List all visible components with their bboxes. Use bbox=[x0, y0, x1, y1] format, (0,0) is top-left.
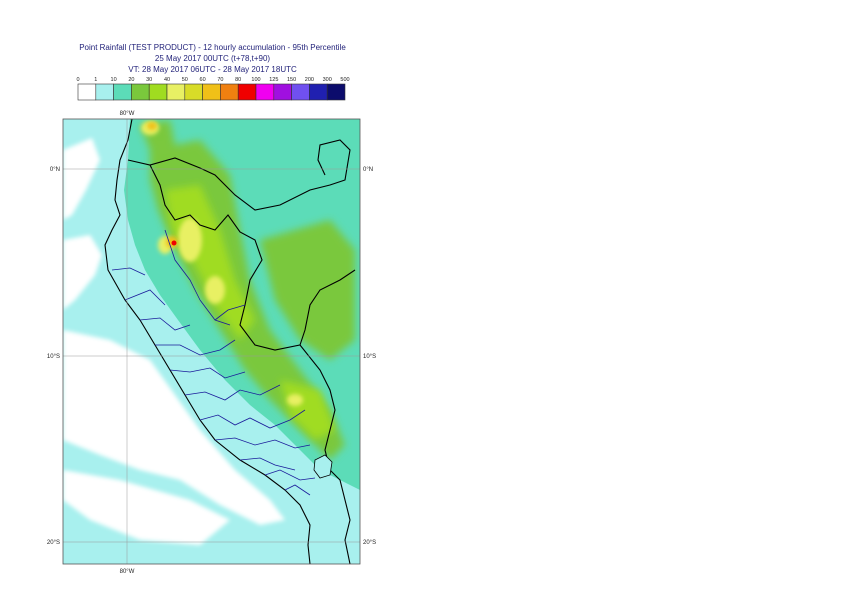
legend-level-0: 0 bbox=[76, 77, 79, 83]
rainfall-legend: 0 1 10 20 30 40 50 60 70 80 100 125 150 200 300 500 bbox=[76, 77, 350, 101]
dry-patches bbox=[63, 138, 285, 545]
legend-level-3: 20 bbox=[128, 77, 134, 83]
run-time: 25 May 2017 00UTC (t+78,t+90) bbox=[154, 54, 271, 63]
regional-borders bbox=[111, 229, 316, 496]
legend-level-13: 200 bbox=[305, 77, 314, 83]
lake-titicaca bbox=[313, 454, 333, 479]
legend-level-15: 500 bbox=[340, 77, 349, 83]
lon-label-bottom: 80°W bbox=[120, 569, 135, 575]
lat-label-2-right: 20°S bbox=[363, 540, 376, 546]
legend-level-12: 150 bbox=[287, 77, 296, 83]
map-frame bbox=[62, 118, 361, 565]
legend-swatch-14 bbox=[326, 83, 346, 101]
map-title: Point Rainfall (TEST PRODUCT) - 12 hourl… bbox=[79, 43, 346, 52]
lat-label-2-left: 20°S bbox=[47, 540, 60, 546]
legend-level-2: 10 bbox=[111, 77, 117, 83]
legend-level-7: 60 bbox=[200, 77, 206, 83]
lon-label-top: 80°W bbox=[120, 111, 135, 117]
lat-label-1-left: 10°S bbox=[47, 354, 60, 360]
graticule bbox=[63, 119, 360, 564]
rain-max bbox=[171, 240, 177, 246]
legend-level-8: 70 bbox=[217, 77, 223, 83]
lat-label-0-left: 0°N bbox=[50, 167, 60, 173]
legend-level-9: 80 bbox=[235, 77, 241, 83]
legend-level-1: 1 bbox=[94, 77, 97, 83]
legend-level-11: 125 bbox=[269, 77, 278, 83]
lat-label-0-right: 0°N bbox=[363, 167, 373, 173]
legend-level-4: 30 bbox=[146, 77, 152, 83]
legend-level-5: 40 bbox=[164, 77, 170, 83]
legend-level-6: 50 bbox=[182, 77, 188, 83]
lat-label-1-right: 10°S bbox=[363, 354, 376, 360]
valid-time: VT: 28 May 2017 06UTC - 28 May 2017 18UT… bbox=[128, 65, 297, 74]
legend-level-14: 300 bbox=[323, 77, 332, 83]
legend-level-10: 100 bbox=[251, 77, 260, 83]
